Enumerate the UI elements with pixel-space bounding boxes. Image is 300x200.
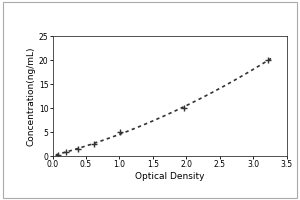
Y-axis label: Concentration(ng/mL): Concentration(ng/mL) bbox=[27, 46, 36, 146]
X-axis label: Optical Density: Optical Density bbox=[135, 172, 204, 181]
